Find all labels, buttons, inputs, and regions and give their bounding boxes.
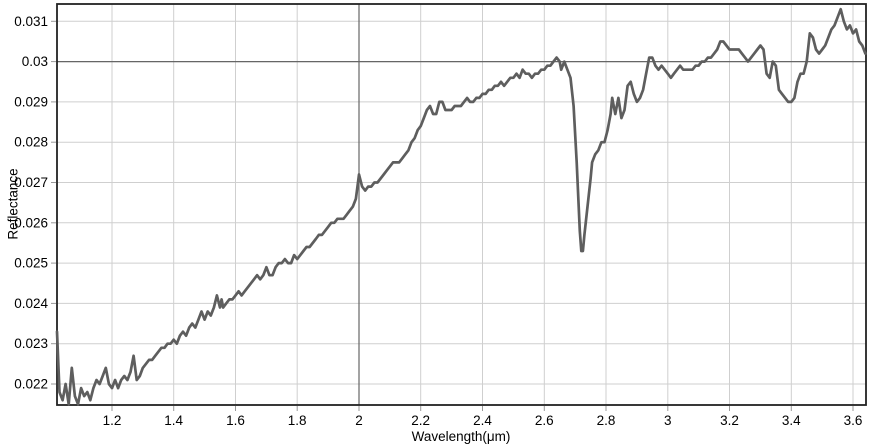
x-tick-label: 1.8 bbox=[288, 413, 307, 428]
x-tick-label: 3.2 bbox=[720, 413, 739, 428]
y-tick-label: 0.027 bbox=[14, 175, 48, 190]
x-tick-label: 2.2 bbox=[411, 413, 430, 428]
y-tick-label: 0.022 bbox=[14, 377, 48, 392]
x-axis-title: Wavelength(μm) bbox=[411, 429, 511, 444]
y-tick-label: 0.029 bbox=[14, 94, 48, 109]
x-tick-label: 2.4 bbox=[473, 413, 492, 428]
spectrum-line bbox=[55, 7, 867, 406]
y-tick-label: 0.026 bbox=[14, 215, 48, 230]
x-tick-label: 3.4 bbox=[782, 413, 801, 428]
y-tick-label: 0.03 bbox=[22, 54, 48, 69]
y-axis-title: Reflectance bbox=[5, 168, 21, 240]
x-tick-label: 3 bbox=[664, 413, 672, 428]
y-tick-label: 0.023 bbox=[14, 336, 48, 351]
x-tick-label: 2.8 bbox=[597, 413, 616, 428]
x-tick-label: 2 bbox=[355, 413, 363, 428]
y-tick-label: 0.025 bbox=[14, 256, 48, 271]
plot-border bbox=[56, 3, 867, 406]
x-tick-label: 3.6 bbox=[844, 413, 863, 428]
y-tick-label: 0.028 bbox=[14, 135, 48, 150]
x-tick-label: 1.2 bbox=[103, 413, 122, 428]
x-tick-label: 2.6 bbox=[535, 413, 554, 428]
x-tick-label: 1.6 bbox=[226, 413, 245, 428]
x-tick-label: 1.4 bbox=[164, 413, 183, 428]
y-tick-label: 0.024 bbox=[14, 296, 48, 311]
y-tick-label: 0.031 bbox=[14, 14, 48, 29]
